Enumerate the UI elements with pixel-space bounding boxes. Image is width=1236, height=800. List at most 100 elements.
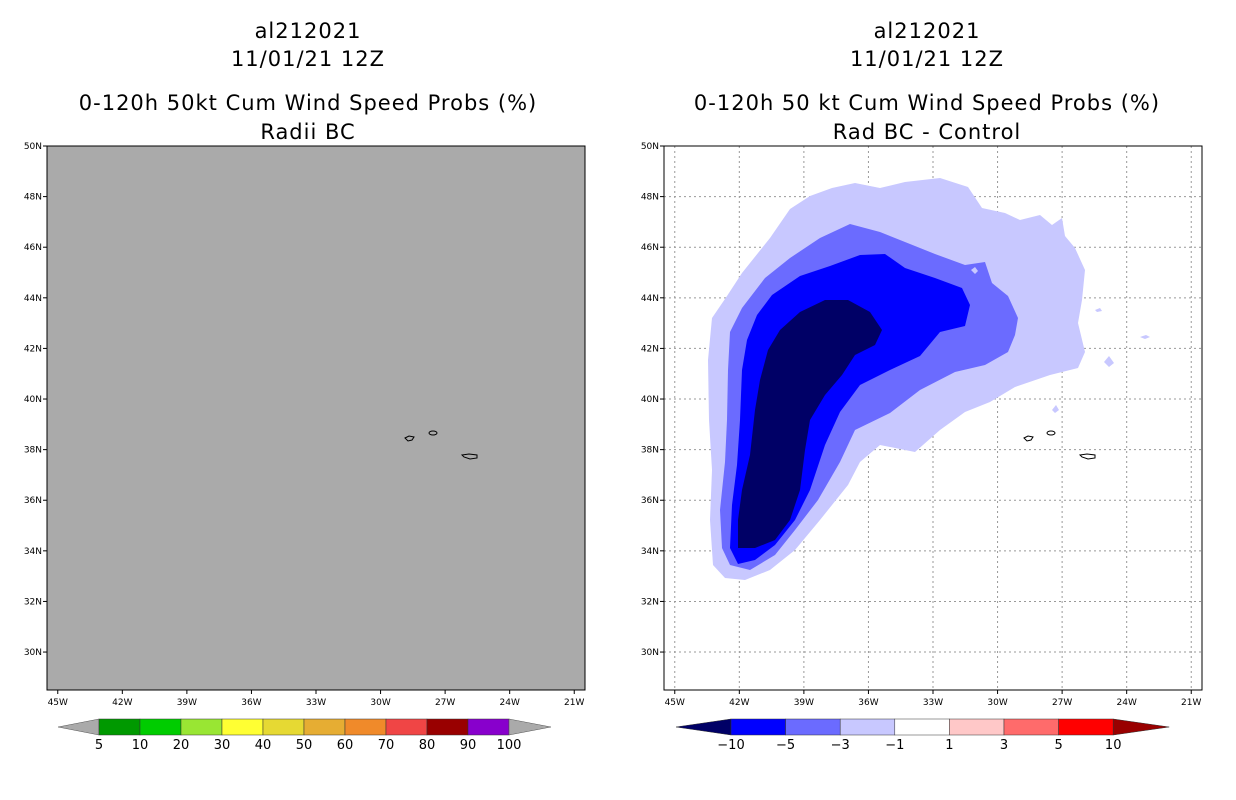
xtick-label: 21W (1181, 698, 1201, 708)
left-colorbar-box (303, 718, 346, 736)
left-colorbar-label: 20 (173, 738, 190, 753)
colorbars: 5 10 20 30 40 50 60 70 80 90 100 −10 −5 −3 −1 1 3 5 10 (57, 718, 1170, 753)
ytick-label: 50N (641, 142, 659, 152)
left-colorbar-label: 5 (95, 738, 103, 753)
left-colorbar-box (262, 718, 305, 736)
xtick-label: 21W (564, 698, 584, 708)
ytick-label: 36N (641, 496, 659, 506)
right-colorbar-box (1003, 718, 1059, 736)
xtick-label: 45W (48, 698, 68, 708)
contour-minus-10 (738, 300, 882, 548)
ytick-label: 32N (24, 597, 42, 607)
xtick-label: 33W (306, 698, 326, 708)
left-island-sao-miguel (460, 453, 478, 460)
right-island-sao-miguel (1078, 453, 1096, 460)
right-colorbar-label: −3 (831, 738, 850, 753)
left-colorbar-box (467, 718, 510, 736)
right-title: 0-120h 50 kt Cum Wind Speed Probs (%) (693, 91, 1161, 115)
xtick-label: 27W (1052, 698, 1072, 708)
left-island-faial (428, 430, 438, 436)
left-colorbar-label: 30 (214, 738, 231, 753)
ytick-label: 32N (641, 597, 659, 607)
ytick-label: 34N (24, 547, 42, 557)
xtick-label: 27W (435, 698, 455, 708)
xtick-label: 24W (500, 698, 520, 708)
left-colorbar-high-arrow (508, 718, 552, 736)
xtick-label: 39W (177, 698, 197, 708)
contour-island-6 (1052, 405, 1059, 413)
right-colorbar-label: −5 (776, 738, 795, 753)
left-colorbar-box (139, 718, 182, 736)
left-title: 0-120h 50kt Cum Wind Speed Probs (%) (78, 91, 538, 115)
ytick-label: 50N (24, 142, 42, 152)
ytick-label: 44N (24, 294, 42, 304)
ytick-label: 30N (641, 648, 659, 658)
left-colorbar-box (221, 718, 264, 736)
left-island-flores (404, 435, 415, 442)
xtick-label: 39W (794, 698, 814, 708)
right-storm-id: al212021 (873, 19, 981, 43)
left-colorbar-box (426, 718, 469, 736)
right-colorbar-high-arrow (1112, 718, 1170, 736)
left-plot-area (46, 145, 586, 691)
ytick-label: 38N (24, 446, 42, 456)
contour-island-2 (1055, 233, 1061, 238)
left-colorbar-label: 70 (378, 738, 395, 753)
right-colorbar-box (1058, 718, 1114, 736)
right-colorbar-box (894, 718, 950, 736)
left-colorbar-label: 60 (337, 738, 354, 753)
contour-island-4 (1104, 356, 1114, 367)
ytick-label: 46N (641, 243, 659, 253)
right-date: 11/01/21 12Z (849, 47, 1005, 71)
ytick-label: 42N (641, 344, 659, 354)
left-colorbar-box (385, 718, 428, 736)
left-colorbar-label: 100 (497, 738, 522, 753)
right-colorbar-box (949, 718, 1005, 736)
contour-island-5 (1140, 335, 1150, 339)
left-colorbar-low-arrow (57, 718, 100, 736)
axis-ticks: 45W 42W 39W 36W 33W 30W 27W 24W 21W 50N 48N 46N 44N 4… (24, 142, 1202, 708)
right-colorbar-box (839, 718, 896, 736)
right-colorbar-label: −1 (885, 738, 904, 753)
right-island-faial (1046, 430, 1056, 436)
left-colorbar-box (344, 718, 387, 736)
right-colorbar-box (730, 718, 786, 736)
right-colorbar-label: 3 (1000, 738, 1008, 753)
ytick-label: 36N (24, 496, 42, 506)
ytick-label: 34N (641, 547, 659, 557)
left-date: 11/01/21 12Z (230, 47, 386, 71)
ytick-label: 30N (24, 648, 42, 658)
ytick-label: 40N (24, 395, 42, 405)
contour-island-1 (971, 267, 978, 274)
ytick-label: 42N (24, 344, 42, 354)
contour-island-3 (1095, 308, 1102, 312)
xtick-label: 36W (858, 698, 878, 708)
left-colorbar-label: 10 (132, 738, 149, 753)
right-colorbar-box (785, 718, 841, 736)
xtick-label: 42W (112, 698, 132, 708)
left-islands (404, 430, 478, 460)
ytick-label: 48N (24, 193, 42, 203)
xtick-label: 36W (241, 698, 261, 708)
right-colorbar-low-arrow (675, 718, 732, 736)
right-subtitle: Rad BC - Control (832, 120, 1022, 144)
xtick-label: 33W (923, 698, 943, 708)
right-island-flores (1023, 435, 1034, 442)
left-storm-id: al212021 (254, 19, 362, 43)
left-colorbar-label: 90 (460, 738, 477, 753)
xtick-label: 45W (665, 698, 685, 708)
xtick-label: 42W (729, 698, 749, 708)
ytick-label: 40N (641, 395, 659, 405)
left-colorbar-box (98, 718, 141, 736)
xtick-label: 30W (370, 698, 390, 708)
left-colorbar-box (180, 718, 223, 736)
xtick-label: 30W (987, 698, 1007, 708)
right-colorbar-label: 10 (1105, 738, 1122, 753)
ytick-label: 38N (641, 446, 659, 456)
right-contours (708, 178, 1150, 580)
right-colorbar-label: 5 (1054, 738, 1062, 753)
left-subtitle: Radii BC (260, 120, 356, 144)
ytick-label: 48N (641, 193, 659, 203)
left-colorbar-label: 50 (296, 738, 313, 753)
